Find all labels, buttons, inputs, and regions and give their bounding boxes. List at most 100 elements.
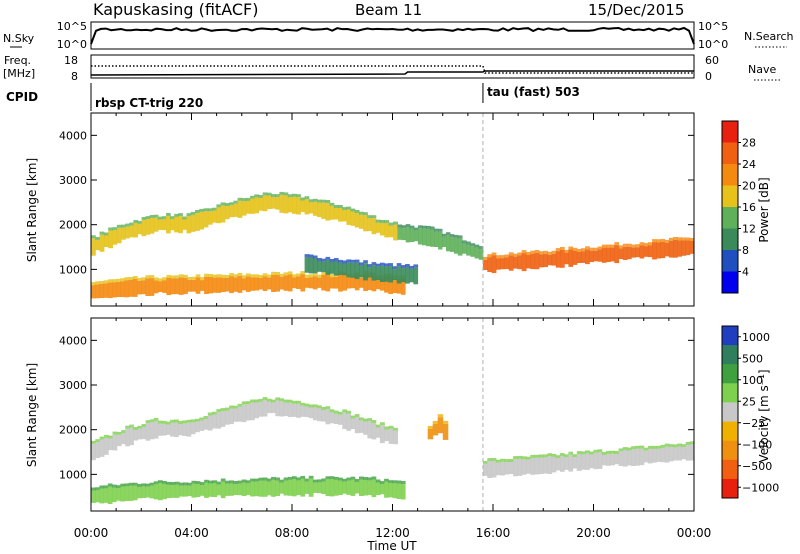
power-band-3-cell	[183, 277, 188, 295]
power-band-3-edge	[132, 276, 138, 279]
power-band-2-edge	[606, 244, 611, 248]
power-band-0-edge	[220, 202, 226, 206]
velocity-band-1-edge	[427, 426, 434, 429]
velocity-band-2-edge	[681, 444, 687, 448]
velocity-band-2-cell	[681, 447, 687, 460]
velocity-band-3-cell	[95, 490, 100, 503]
velocity-band-2-edge	[530, 454, 536, 458]
time-tick-label: 04:00	[174, 526, 209, 540]
power-band-0-edge	[245, 197, 251, 201]
power-band-3-cell	[145, 278, 151, 296]
power-band-1-cell	[409, 228, 415, 242]
velocity-band-3-cell	[195, 484, 201, 498]
velocity-ytick-label: 3000	[59, 379, 87, 392]
power-band-2-cell	[560, 250, 565, 268]
power-band-1-cell	[457, 238, 463, 256]
freq-panel: Freq. [MHz] 18 8 60 0 Nave	[3, 54, 780, 83]
power-band-3-cell	[132, 279, 138, 297]
velocity-band-0-edge	[99, 436, 105, 440]
velocity-band-2-edge	[538, 454, 544, 458]
velocity-band-3-cell	[250, 481, 255, 497]
velocity-band-2-edge	[631, 446, 636, 450]
power-band-1-edge	[401, 225, 407, 229]
nsearch-tick-bottom: 10^0	[698, 38, 728, 51]
velocity-band-3-edge	[266, 478, 272, 482]
power-band-2-cell	[526, 255, 531, 269]
power-colorbar-tick-label: 28	[742, 137, 756, 150]
power-band-0-edge	[203, 208, 209, 212]
power-band-1-cell	[401, 228, 407, 241]
velocity-band-2-cell	[534, 457, 540, 475]
power-band-0-cell	[145, 219, 151, 235]
nave-tick-top: 60	[705, 54, 719, 67]
power-band-2-cell	[685, 240, 691, 256]
velocity-band-3-edge	[384, 478, 389, 482]
velocity-band-0-edge	[190, 419, 196, 423]
velocity-band-3-cell	[283, 480, 289, 496]
power-band-0-edge	[338, 205, 343, 208]
velocity-band-2-edge	[627, 447, 632, 451]
cpid-mode-label-0: rbsp CT-trig 220	[95, 96, 203, 110]
velocity-band-2-cell	[538, 457, 544, 474]
power-band-0-edge	[125, 223, 130, 227]
velocity-band-0-cell	[116, 434, 122, 447]
cpid-label: CPID	[6, 90, 38, 104]
velocity-band-2-edge	[589, 451, 594, 455]
velocity-band-0-cell	[342, 412, 347, 430]
power-band-4-edge	[333, 258, 339, 261]
velocity-band-2-edge	[689, 441, 695, 445]
velocity-band-2-edge	[673, 444, 678, 448]
velocity-band-3-cell	[266, 481, 272, 496]
power-band-3-edge	[275, 272, 280, 275]
velocity-band-3-edge	[296, 477, 301, 481]
power-band-1-cell	[438, 231, 443, 250]
time-tick-label: 20:00	[576, 526, 611, 540]
power-band-3-cell	[296, 276, 301, 289]
velocity-band-2-cell	[618, 451, 624, 466]
power-band-2-cell	[660, 242, 666, 259]
velocity-band-3-cell	[237, 483, 243, 496]
power-band-3-cell	[204, 276, 209, 294]
power-band-0-cell	[287, 197, 293, 213]
power-band-0-cell	[308, 202, 314, 214]
time-axis-ticks: 00:00 04:00 08:00 12:00 16:00 20:00 00:00	[74, 526, 712, 540]
power-band-0-cell	[129, 225, 134, 238]
velocity-band-0-edge	[321, 407, 326, 410]
power-band-1-cell	[417, 228, 423, 245]
velocity-band-3-cell	[116, 488, 121, 501]
power-band-0-edge	[388, 222, 394, 226]
power-band-3-cell	[379, 277, 385, 291]
power-band-0-cell	[312, 201, 318, 216]
velocity-band-2-edge	[500, 458, 505, 462]
power-band-0-cell	[149, 218, 155, 234]
power-band-3-cell	[141, 280, 146, 295]
power-band-0-edge	[275, 194, 280, 198]
power-band-3-edge	[107, 279, 113, 283]
velocity-band-0-edge	[182, 420, 187, 424]
velocity-band-2-edge	[585, 450, 590, 454]
power-band-0-cell	[342, 210, 347, 222]
power-band-3-cell	[329, 277, 335, 289]
power-band-0-edge	[195, 210, 200, 213]
velocity-band-0-edge	[103, 434, 109, 438]
power-band-4-cell	[375, 266, 381, 280]
velocity-band-1-cell	[437, 417, 444, 434]
power-band-1-cell	[446, 235, 451, 252]
power-band-2-cell	[606, 247, 611, 262]
velocity-band-3-cell	[99, 488, 105, 504]
time-tick-label: 00:00	[677, 526, 712, 540]
power-band-4-cell	[384, 266, 389, 282]
velocity-band-3-cell	[367, 480, 373, 496]
velocity-band-2-edge	[487, 458, 493, 462]
power-colorbar-tick-label: 20	[742, 180, 756, 193]
power-band-4-edge	[392, 266, 398, 270]
power-band-4-edge	[396, 263, 402, 267]
power-band-4-edge	[384, 263, 389, 267]
power-band-1-edge	[449, 234, 455, 238]
velocity-band-3-edge	[132, 482, 138, 486]
power-band-1-edge	[413, 227, 419, 231]
velocity-band-3-cell	[225, 483, 230, 496]
velocity-band-0-cell	[279, 401, 285, 417]
velocity-band-0-edge	[363, 418, 368, 422]
power-band-0-edge	[367, 215, 373, 219]
